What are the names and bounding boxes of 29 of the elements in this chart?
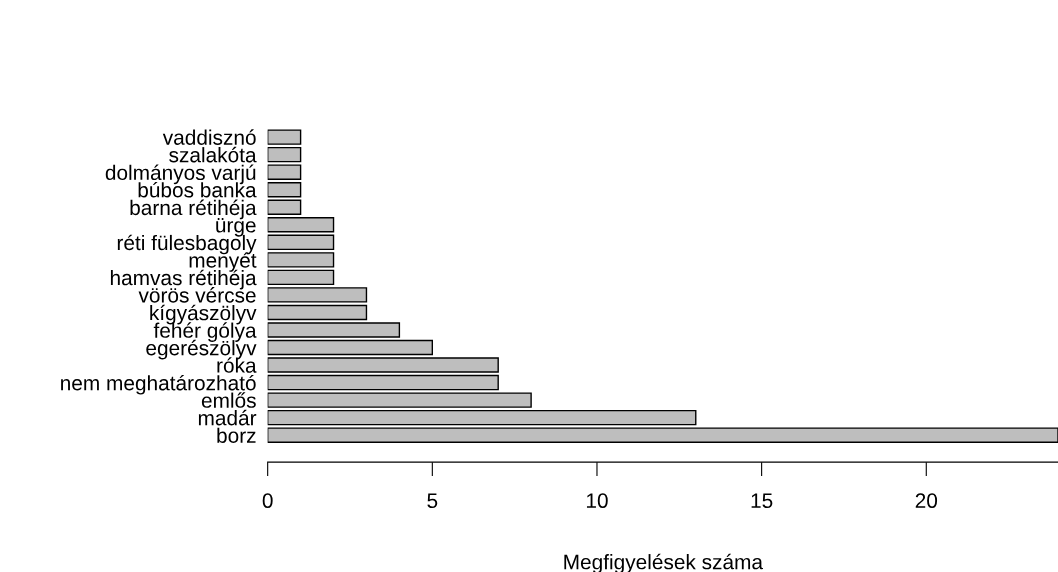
bar [267,392,532,408]
bar [267,374,499,391]
y-tick-label: borz [217,427,256,443]
bar [267,252,335,268]
bar [267,409,697,426]
bar [267,269,335,286]
x-tick-label: 0 [262,493,273,509]
bar [267,129,302,145]
y-tick-label: vaddisznó [162,129,256,145]
x-tick-label: 15 [751,493,773,509]
y-tick-label: szalakóta [169,146,257,163]
y-tick-label: barna rétihéja [130,199,257,220]
bar [267,339,434,356]
bar [267,357,499,373]
x-tick-label: 10 [586,493,608,509]
bar [267,164,302,180]
bar [267,322,401,338]
bar [267,287,368,303]
bar [267,427,1058,443]
x-tick-label: 20 [915,493,938,509]
y-tick-label: madár [198,409,257,426]
bar [267,234,335,251]
bar [267,199,302,215]
bar [267,304,368,321]
y-tick-label: ürge [216,218,256,237]
bar [267,146,302,163]
bar [267,182,302,198]
x-tick-label: 5 [427,493,438,509]
bar [267,217,335,233]
